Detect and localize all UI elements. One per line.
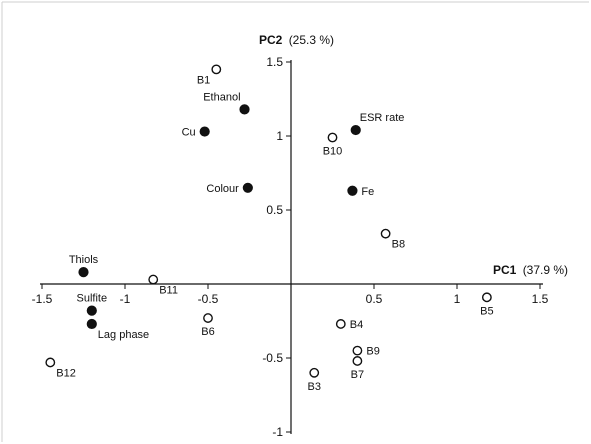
y-tick-label: -0.5 [262,351,283,365]
variable-label-thiols: Thiols [69,254,99,266]
variable-point-cu [199,126,210,137]
x-tick-label: -0.5 [198,292,219,306]
x-axis-title: PC1 (37.9 %) [493,263,568,277]
sample-label-b3: B3 [308,381,321,393]
sample-point-b12 [45,357,56,368]
variable-label-ethanol: Ethanol [203,91,240,103]
sample-point-b8 [380,228,391,239]
variable-point-fe [347,185,358,196]
ticks-layer: -1.5 -1 -0.5 0.5 1 1.5 1.5 1 0.5 -0.5 -1 [32,55,549,439]
variable-point-colour [242,182,253,193]
variable-point-sulfite [86,305,97,316]
x-tick-label: 1 [454,292,461,306]
variable-point-ethanol [239,104,250,115]
sample-point-b4 [335,319,346,329]
x-tick-label: -1.5 [32,292,53,306]
y-axis-percent: (25.3 %) [289,33,334,47]
sample-label-b8: B8 [392,239,405,251]
sample-point-b1 [211,64,222,75]
x-tick-label: 0.5 [366,292,383,306]
variable-label-cu: Cu [182,127,196,139]
y-axis-title: PC2 (25.3 %) [259,33,334,47]
variable-label-fe: Fe [361,186,374,198]
sample-label-b11: B11 [159,285,178,297]
variable-point-esr-rate [350,124,361,136]
variable-point-thiols [78,267,89,278]
sample-label-b12: B12 [56,367,76,379]
axes-layer [40,60,543,434]
y-axis-name: PC2 [259,33,283,47]
x-axis-name: PC1 [493,263,517,277]
x-tick-label: 1.5 [532,292,549,306]
sample-label-b1: B1 [197,74,210,86]
y-tick-label: 0.5 [266,203,283,217]
x-axis-percent: (37.9 %) [523,263,568,277]
variable-point-lag-phase [86,318,97,330]
x-tick-label: -1 [120,292,131,306]
sample-point-b6 [203,313,213,323]
sample-point-b7 [352,356,363,366]
sample-label-b7: B7 [351,369,364,381]
sample-point-b9 [352,345,363,356]
sample-point-b5 [481,292,492,303]
sample-point-b10 [327,132,338,143]
sample-point-b11 [148,274,159,285]
sample-label-b9: B9 [366,346,379,358]
variable-label-lag-phase: Lag phase [98,329,149,341]
variable-label-esr-rate: ESR rate [360,112,405,124]
sample-label-b4: B4 [350,319,363,331]
variable-label-sulfite: Sulfite [77,293,108,305]
y-tick-label: -1 [272,425,283,439]
sample-label-b6: B6 [201,326,214,338]
sample-point-b3 [309,367,320,378]
variable-label-colour: Colour [206,183,239,195]
sample-label-b10: B10 [323,145,343,157]
sample-label-b5: B5 [480,305,493,317]
y-tick-label: 1.5 [266,55,283,69]
points-layer: Ethanol Cu ESR rate Colour Fe Thiols Sulfite La… [45,64,494,393]
y-tick-label: 1 [276,129,283,143]
